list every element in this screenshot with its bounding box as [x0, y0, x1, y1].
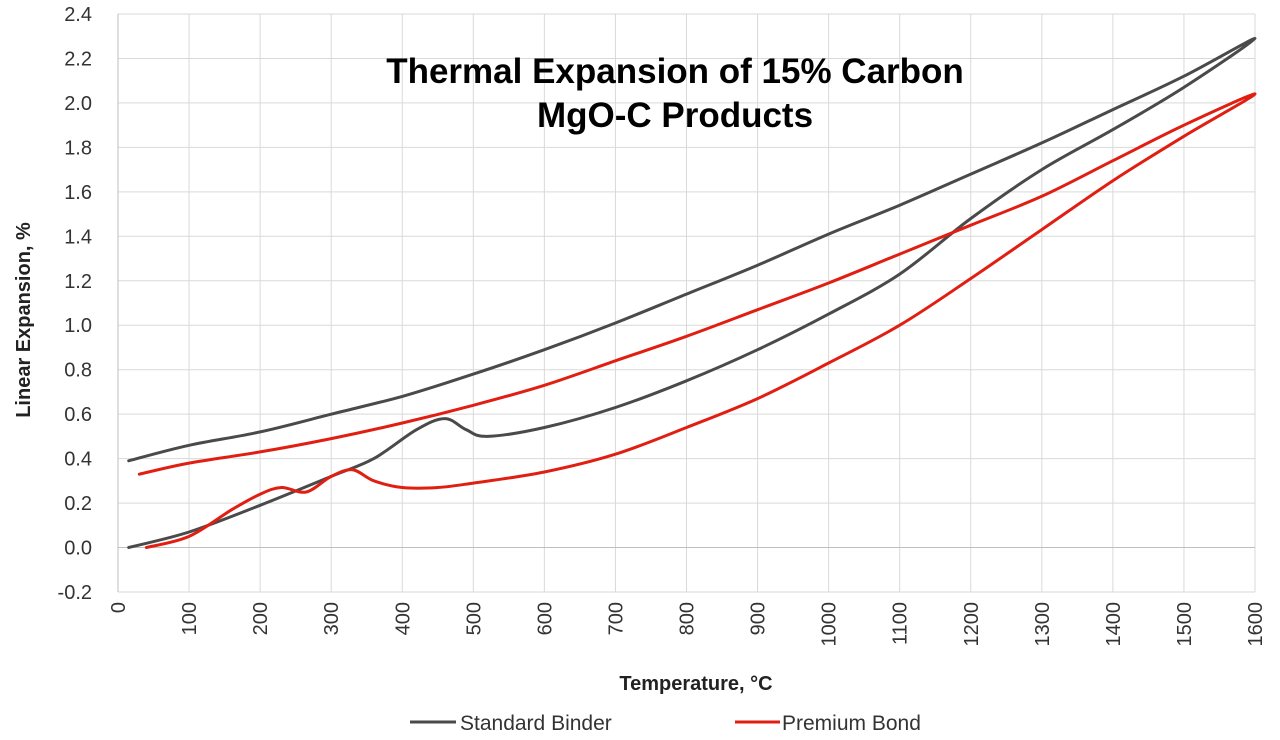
y-tick-label: 0.6 — [64, 404, 92, 426]
x-tick-label: 700 — [605, 602, 627, 635]
y-tick-label: 2.4 — [64, 4, 92, 26]
x-tick-label: 1300 — [1032, 602, 1054, 647]
x-tick-label: 400 — [392, 602, 414, 635]
y-tick-label: 0.4 — [64, 449, 92, 471]
x-tick-label: 1600 — [1245, 602, 1267, 647]
x-tick-label: 600 — [534, 602, 556, 635]
y-tick-label: 1.6 — [64, 182, 92, 204]
y-tick-label: 0.0 — [64, 538, 92, 560]
x-tick-label: 1400 — [1103, 602, 1125, 647]
legend: Standard Binder Premium Bond — [410, 712, 921, 735]
y-tick-label: 1.8 — [64, 137, 92, 159]
x-tick-label: 800 — [677, 602, 699, 635]
y-tick-label: 1.2 — [64, 271, 92, 293]
x-tick-label: 1200 — [961, 602, 983, 647]
x-tick-labels: 0 100 200 300 400 500 600 700 800 900 1000 1100 1200… — [108, 602, 1267, 647]
x-tick-label: 500 — [463, 602, 485, 635]
y-tick-label: 0.8 — [64, 360, 92, 382]
y-tick-label: 0.2 — [64, 493, 92, 515]
axes — [117, 14, 1255, 592]
chart-title: Thermal Expansion of 15% Carbon MgO-C Pr… — [300, 50, 1050, 138]
x-tick-label: 100 — [179, 602, 201, 635]
legend-label-premium-bond: Premium Bond — [782, 712, 921, 735]
x-tick-label: 200 — [250, 602, 272, 635]
chart-title-line-2: MgO-C Products — [536, 96, 814, 135]
x-tick-label: 1100 — [890, 602, 912, 645]
legend-label-standard-binder: Standard Binder — [460, 712, 612, 735]
series-line-standard-binder — [127, 36, 1257, 549]
y-tick-label: 2.2 — [64, 48, 92, 70]
series-lines — [127, 36, 1257, 549]
x-axis-title: Temperature, °C — [619, 673, 772, 695]
series-line-premium-bond — [137, 92, 1257, 549]
x-tick-label: 300 — [321, 602, 343, 635]
y-tick-label: 1.4 — [64, 226, 92, 248]
x-tick-label: 0 — [108, 602, 130, 613]
y-tick-labels: -0.2 0.0 0.2 0.4 0.6 0.8 1.0 1.2 1.4 1.6 1.8 2.0 2.2… — [58, 4, 92, 604]
x-tick-label: 1500 — [1174, 602, 1196, 647]
grid — [117, 13, 1256, 593]
chart-title-line-1: Thermal Expansion of 15% Carbon — [386, 52, 964, 91]
y-tick-label: 2.0 — [64, 93, 92, 115]
x-tick-label: 900 — [748, 602, 770, 635]
y-tick-label: -0.2 — [58, 582, 92, 604]
x-tick-label: 1000 — [819, 602, 841, 647]
y-tick-label: 1.0 — [64, 315, 92, 337]
y-axis-title: Linear Expansion, % — [13, 222, 35, 418]
